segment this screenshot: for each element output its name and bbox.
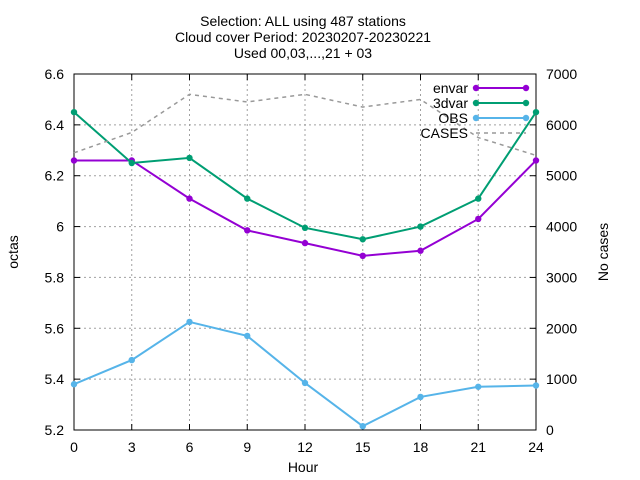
envar-point	[417, 247, 424, 254]
envar-series	[70, 157, 540, 260]
x-tick-label: 3	[128, 439, 136, 455]
y-tick-label: 6.4	[45, 117, 65, 133]
legend-label-3dvar: 3dvar	[433, 95, 468, 111]
x-axis-label: Hour	[288, 459, 319, 475]
title-line-1: Selection: ALL using 487 stations	[200, 13, 406, 29]
3dvar-point	[475, 195, 482, 202]
cases-line	[73, 93, 537, 157]
y2-tick-label: 3000	[546, 269, 577, 285]
y-tick-label: 5.4	[45, 371, 65, 387]
envar-point	[244, 227, 251, 234]
obs-point	[417, 393, 424, 401]
x-tick-label: 18	[413, 439, 429, 455]
envar-point	[475, 215, 482, 223]
chart-title: Selection: ALL using 487 stations Cloud …	[175, 13, 431, 61]
x-tick-label: 24	[528, 439, 544, 455]
x-tick-label: 0	[70, 439, 78, 455]
x-tick-label: 15	[355, 439, 371, 455]
title-line-3: Used 00,03,...,21 + 03	[234, 45, 372, 61]
legend-marker-envar	[522, 84, 530, 92]
3dvar-point	[359, 236, 366, 243]
legend-label-envar: envar	[433, 80, 468, 96]
3dvar-point	[186, 154, 193, 162]
obs-point	[532, 382, 540, 389]
grid-lines	[74, 74, 536, 430]
obs-point	[244, 332, 251, 340]
y2-tick-label: 1000	[546, 371, 577, 387]
3dvar-point	[244, 195, 251, 202]
y2-tick-label: 7000	[546, 66, 577, 82]
envar-point	[70, 157, 78, 164]
obs-point	[359, 422, 366, 430]
3dvar-point	[128, 159, 135, 167]
legend-marker-obs	[522, 114, 530, 122]
y-axis-label: octas	[5, 235, 21, 268]
legend-label-cases: CASES	[421, 125, 468, 141]
envar-point	[186, 195, 193, 202]
y-tick-label: 6.6	[45, 66, 65, 82]
3dvar-point	[417, 223, 424, 230]
3dvar-point	[301, 224, 309, 232]
envar-point	[532, 157, 540, 164]
y2-tick-label: 2000	[546, 320, 577, 336]
x-tick-label: 12	[297, 439, 313, 455]
legend-marker-obs	[472, 114, 480, 122]
obs-point	[301, 379, 309, 387]
y2-axis-label: No cases	[595, 223, 611, 281]
legend-label-obs: OBS	[438, 110, 468, 126]
obs-point	[186, 318, 193, 326]
obs-series	[70, 318, 540, 430]
legend-marker-3dvar	[472, 99, 480, 107]
obs-point	[475, 383, 482, 390]
y-tick-label: 6.2	[45, 168, 65, 184]
y-tick-label: 5.2	[45, 422, 65, 438]
y-tick-label: 6	[56, 219, 64, 235]
obs-point	[70, 381, 78, 388]
3dvar-series	[70, 108, 540, 243]
legend-marker-3dvar	[522, 99, 530, 107]
legend-marker-envar	[472, 84, 480, 92]
3dvar-point	[70, 108, 78, 116]
x-tick-label: 21	[470, 439, 486, 455]
y2-tick-label: 5000	[546, 168, 577, 184]
obs-point	[128, 356, 135, 364]
3dvar-point	[532, 108, 540, 116]
x-tick-label: 6	[186, 439, 194, 455]
envar-point	[301, 239, 309, 247]
y2-tick-label: 0	[546, 422, 554, 438]
series-layer	[70, 93, 540, 430]
y-tick-label: 5.8	[45, 269, 65, 285]
y2-tick-label: 4000	[546, 219, 577, 235]
x-tick-label: 9	[243, 439, 251, 455]
y2-tick-label: 6000	[546, 117, 577, 133]
y-tick-label: 5.6	[45, 320, 65, 336]
envar-point	[359, 252, 366, 260]
axis-ticks: 0 3 6 9 12 15 18 21 24 5.2 5.4 5.6 5.8 6 6.2 6.4 6.6 0 100…	[45, 66, 578, 455]
title-line-2: Cloud cover Period: 20230207-20230221	[175, 29, 431, 45]
cases-series	[73, 93, 537, 157]
